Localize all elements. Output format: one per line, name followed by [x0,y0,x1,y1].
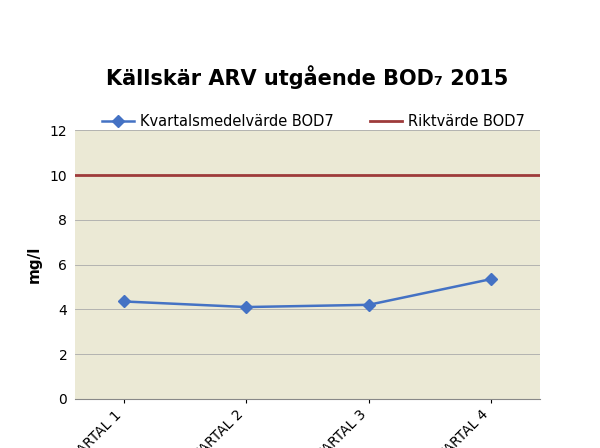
Text: Källskär ARV utgående BOD₇ 2015: Källskär ARV utgående BOD₇ 2015 [106,65,509,89]
Line: Kvartalsmedelvärde BOD7: Kvartalsmedelvärde BOD7 [120,275,495,311]
Kvartalsmedelvärde BOD7 [487,276,494,282]
Kvartalsmedelvärde BOD7 [121,299,128,304]
Y-axis label: mg/l: mg/l [26,246,41,283]
Riktvärde BOD7 [243,172,250,178]
Kvartalsmedelvärde BOD7 [365,302,372,307]
Riktvärde BOD7 [121,172,128,178]
Kvartalsmedelvärde BOD7 [243,304,250,310]
Legend: Kvartalsmedelvärde BOD7, Riktvärde BOD7: Kvartalsmedelvärde BOD7, Riktvärde BOD7 [96,108,531,135]
